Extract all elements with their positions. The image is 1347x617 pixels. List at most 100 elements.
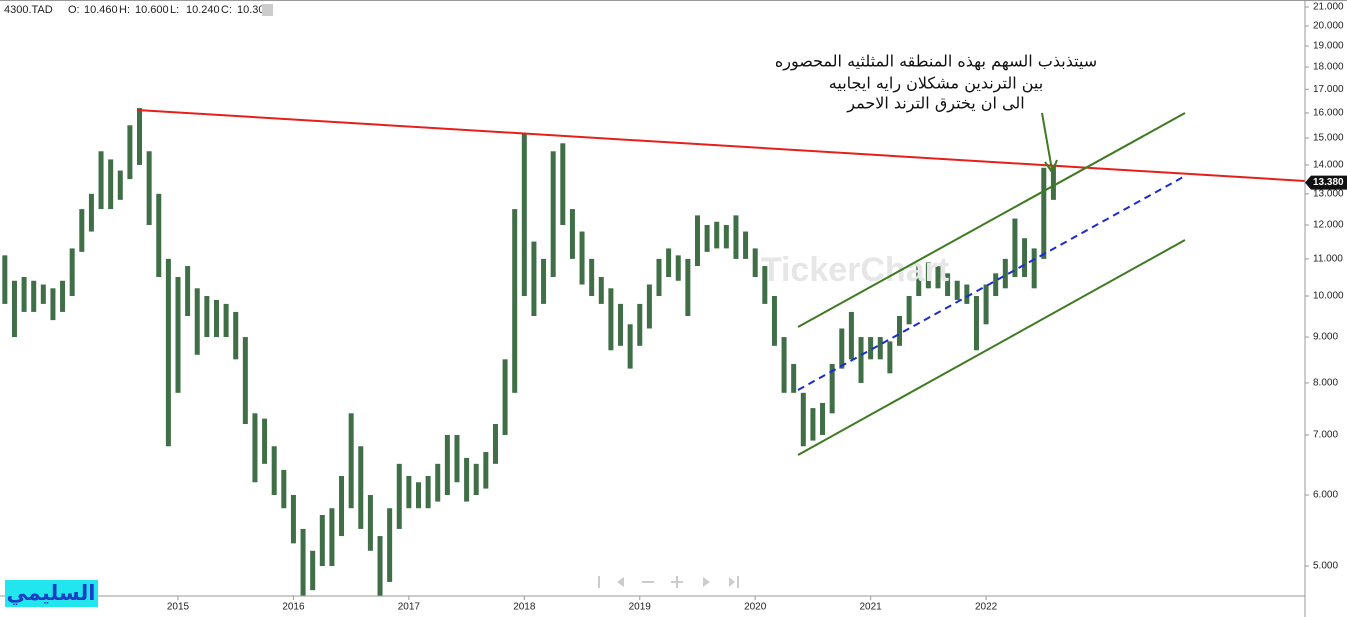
menu-button[interactable] xyxy=(262,4,273,16)
price-bar xyxy=(877,337,883,360)
price-bar xyxy=(223,303,229,338)
price-bar xyxy=(367,495,373,551)
price-bar xyxy=(60,280,66,312)
price-bar xyxy=(31,280,37,312)
annotation-line: بين الترندين مشكلان رايه ايجابيه xyxy=(829,74,1043,94)
nav-zoom-in[interactable] xyxy=(671,576,683,588)
nav-zoom-out[interactable] xyxy=(642,581,654,583)
price-bar xyxy=(589,258,595,297)
price-bar xyxy=(185,266,191,317)
price-bar xyxy=(973,296,979,351)
price-bar xyxy=(108,159,114,210)
price-bar xyxy=(464,457,470,502)
x-tick-label: 2021 xyxy=(860,602,883,613)
price-bar xyxy=(723,224,729,249)
price-bar xyxy=(406,476,412,509)
price-bar xyxy=(829,363,835,414)
price-bar xyxy=(512,209,518,393)
price-bar xyxy=(473,463,479,496)
price-bar xyxy=(560,143,566,225)
y-tick-label: 7.000 xyxy=(1313,430,1338,441)
y-tick-label: 6.000 xyxy=(1313,490,1338,501)
price-bar xyxy=(194,288,200,355)
drawings xyxy=(136,109,1305,456)
nav-prev[interactable] xyxy=(617,577,624,587)
price-bar xyxy=(983,284,989,325)
y-tick-label: 15.000 xyxy=(1313,133,1344,144)
price-bar xyxy=(714,221,720,249)
annotation-line: الى ان يخترق الترند الاحمر xyxy=(846,94,1024,114)
price-bar xyxy=(810,408,816,441)
price-bar xyxy=(329,508,335,567)
price-bar xyxy=(848,311,854,360)
price-bar xyxy=(666,248,672,278)
price-bar xyxy=(88,193,94,232)
price-bar xyxy=(21,277,27,312)
price-bar xyxy=(550,151,556,278)
price-bar xyxy=(2,255,8,304)
price-bar xyxy=(146,151,152,225)
ohlc-key: C: xyxy=(221,4,232,16)
price-bar xyxy=(569,209,575,259)
price-bar xyxy=(492,423,498,464)
price-bar xyxy=(233,311,239,360)
price-bar xyxy=(656,258,662,297)
price-bar xyxy=(906,296,912,325)
channel-lower xyxy=(797,239,1186,456)
price-bar xyxy=(1050,164,1056,200)
price-tag-label: 13.380 xyxy=(1313,177,1344,188)
price-bar xyxy=(213,299,219,338)
price-bar xyxy=(868,337,874,360)
price-bar xyxy=(50,288,56,321)
x-tick-label: 2022 xyxy=(975,602,998,613)
price-bar xyxy=(694,215,700,267)
price-bar xyxy=(675,255,681,281)
price-bar xyxy=(377,536,383,596)
price-bar xyxy=(387,508,393,582)
nav-start[interactable] xyxy=(598,576,600,588)
nav-next[interactable] xyxy=(703,577,710,587)
price-bar xyxy=(685,258,691,317)
y-tick-label: 19.000 xyxy=(1313,41,1344,52)
price-bar xyxy=(416,482,421,509)
price-bar xyxy=(752,248,758,278)
price-bar xyxy=(290,495,296,544)
ohlc-header: 4300.TAD O: 10.460 H: 10.600 L: 10.240 C: 10.30… xyxy=(4,4,271,16)
price-bar xyxy=(897,316,902,346)
x-tick-label: 2020 xyxy=(744,602,767,613)
price-bar xyxy=(618,303,624,346)
price-bar xyxy=(348,413,354,509)
price-bar xyxy=(627,324,633,369)
y-tick-label: 5.000 xyxy=(1313,561,1338,572)
x-tick-label: 2015 xyxy=(167,602,190,613)
price-bar xyxy=(704,224,710,252)
y-tick-label: 13.000 xyxy=(1313,188,1344,199)
y-tick-label: 9.000 xyxy=(1313,332,1338,343)
price-bar xyxy=(521,132,527,297)
y-tick-label: 16.000 xyxy=(1313,108,1344,119)
author-box xyxy=(5,580,98,607)
price-bar xyxy=(454,434,460,483)
plot-area xyxy=(2,108,1056,596)
price-bar xyxy=(964,284,970,304)
navigation xyxy=(598,576,739,588)
price-bar xyxy=(79,209,85,252)
y-tick-label: 18.000 xyxy=(1313,62,1344,73)
price-bar xyxy=(781,337,787,393)
ohlc-key: H: xyxy=(119,4,130,16)
price-bar xyxy=(531,241,537,317)
price-bar xyxy=(608,288,614,351)
ohlc-key: O: xyxy=(68,4,80,16)
price-bar xyxy=(954,280,960,300)
y-tick-label: 10.000 xyxy=(1313,291,1344,302)
nav-end[interactable] xyxy=(729,576,739,588)
price-bar xyxy=(598,277,604,304)
price-bar xyxy=(444,434,450,496)
price-bar xyxy=(165,258,171,447)
price-bar xyxy=(1022,238,1028,278)
x-tick-label: 2018 xyxy=(513,602,536,613)
price-bar xyxy=(358,446,364,529)
price-bar xyxy=(916,266,922,297)
